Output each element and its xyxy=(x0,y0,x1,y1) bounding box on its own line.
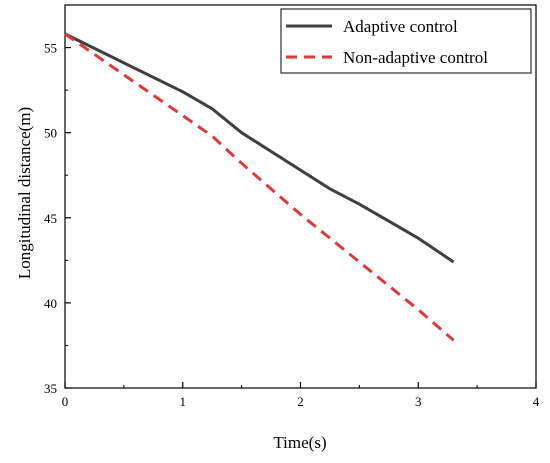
legend: Adaptive control Non-adaptive control xyxy=(280,8,532,74)
x-tick-label: 1 xyxy=(180,394,187,409)
legend-label-adaptive: Adaptive control xyxy=(343,17,458,36)
y-tick-label: 45 xyxy=(44,211,57,226)
axis-ticks: 0 1 2 3 4 35 40 45 50 55 xyxy=(44,4,540,409)
legend-label-non-adaptive: Non-adaptive control xyxy=(343,48,488,67)
y-tick-label: 50 xyxy=(44,126,57,141)
y-axis-label: Longitudinal distance(m) xyxy=(15,107,34,279)
legend-box xyxy=(280,8,532,74)
series-line-adaptive xyxy=(64,32,455,264)
y-tick-label: 35 xyxy=(44,381,57,396)
series-layer xyxy=(64,32,455,342)
y-tick-label: 55 xyxy=(44,41,57,56)
y-tick-label: 40 xyxy=(44,296,57,311)
x-tick-label: 3 xyxy=(415,394,422,409)
x-axis-label: Time(s) xyxy=(273,433,326,452)
x-tick-label: 4 xyxy=(533,394,540,409)
x-tick-label: 0 xyxy=(62,394,69,409)
series-line-non-adaptive xyxy=(64,32,455,342)
x-tick-label: 2 xyxy=(297,394,304,409)
